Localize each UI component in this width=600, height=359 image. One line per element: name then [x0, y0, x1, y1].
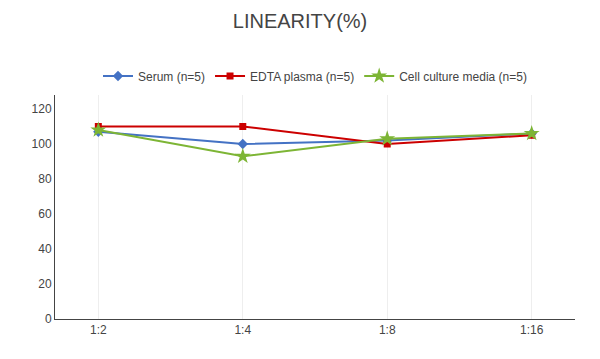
svg-text:Serum (n=5): Serum (n=5): [138, 70, 205, 84]
svg-text:60: 60: [38, 207, 52, 221]
svg-text:1:4: 1:4: [234, 323, 251, 337]
svg-text:1:8: 1:8: [379, 323, 396, 337]
svg-text:40: 40: [38, 242, 52, 256]
svg-text:1:16: 1:16: [520, 323, 544, 337]
svg-text:120: 120: [32, 102, 52, 116]
svg-text:Cell culture media (n=5): Cell culture media (n=5): [399, 70, 527, 84]
svg-text:20: 20: [38, 277, 52, 291]
svg-text:EDTA plasma (n=5): EDTA plasma (n=5): [250, 70, 354, 84]
svg-text:0: 0: [45, 312, 52, 326]
svg-text:100: 100: [32, 137, 52, 151]
svg-text:LINEARITY(%): LINEARITY(%): [233, 10, 367, 32]
svg-text:80: 80: [38, 172, 52, 186]
svg-text:1:2: 1:2: [90, 323, 107, 337]
